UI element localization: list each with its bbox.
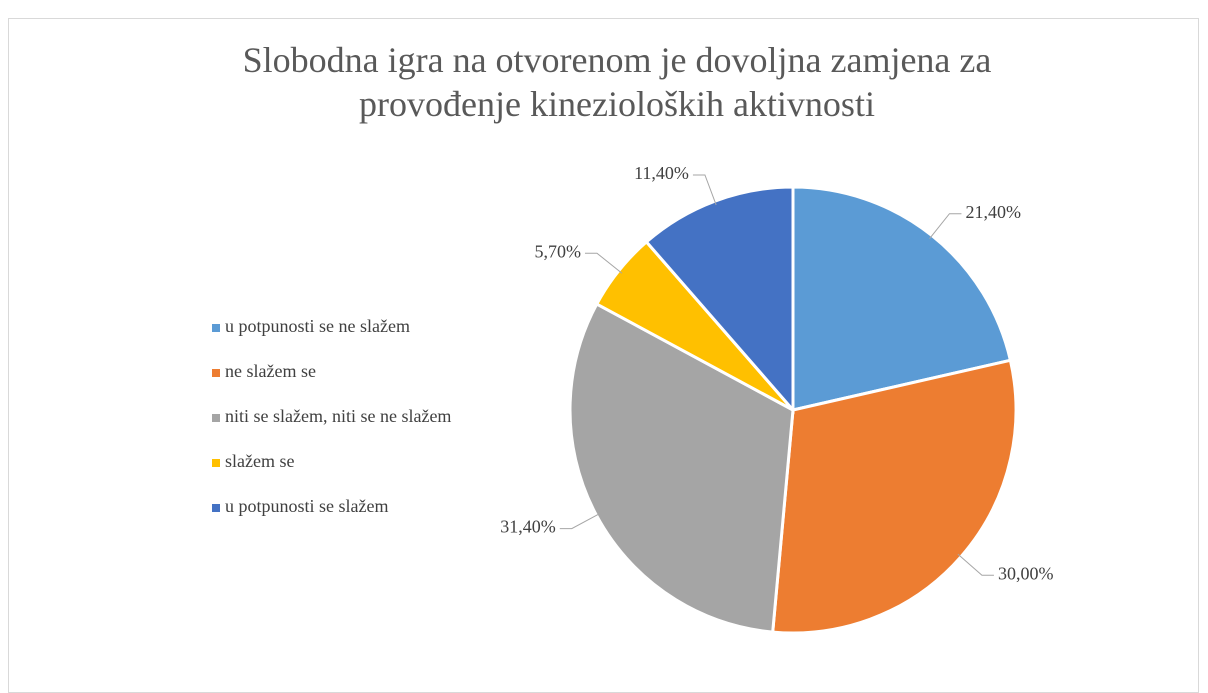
legend-label: slažem se	[225, 451, 294, 471]
legend-marker	[212, 369, 220, 377]
data-label: 31,40%	[500, 517, 556, 537]
legend-label: niti se slažem, niti se ne slažem	[225, 406, 451, 426]
legend-label: u potpunosti se slažem	[225, 496, 388, 516]
chart-title: Slobodna igra na otvorenom je dovoljna z…	[242, 40, 992, 124]
data-label: 11,40%	[634, 163, 689, 183]
leader-line	[957, 553, 994, 576]
leader-line	[559, 513, 601, 530]
legend-marker	[212, 414, 220, 422]
legend-marker	[212, 324, 220, 332]
leader-line	[929, 213, 962, 240]
legend-marker	[212, 504, 220, 512]
leader-line	[584, 252, 623, 274]
data-label: 21,40%	[965, 202, 1021, 222]
data-label: 5,70%	[534, 241, 581, 261]
legend-label: u potpunosti se ne slažem	[225, 316, 410, 336]
data-label: 30,00%	[998, 563, 1054, 583]
leader-line	[692, 174, 717, 206]
legend-marker	[212, 459, 220, 467]
legend-label: ne slažem se	[225, 361, 316, 381]
